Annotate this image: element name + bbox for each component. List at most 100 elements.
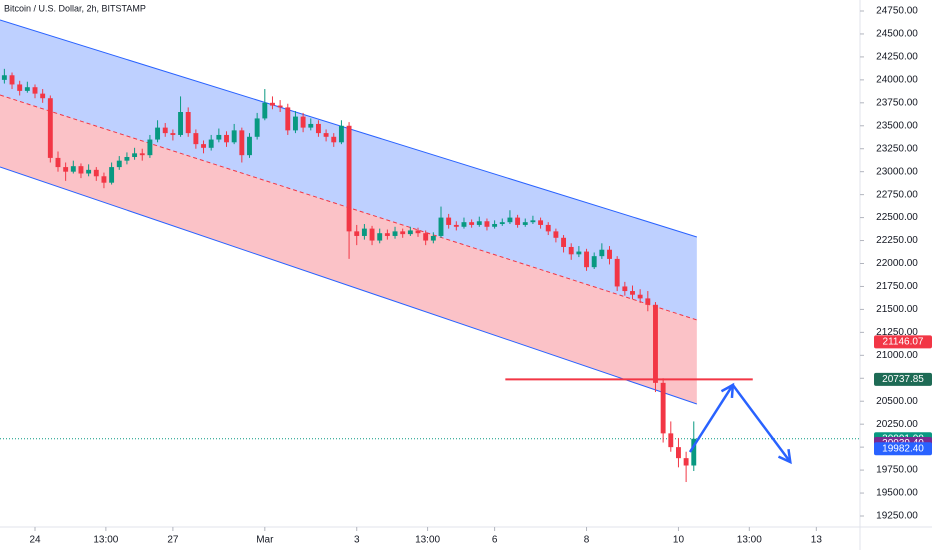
candle-body <box>400 231 406 235</box>
candle-body <box>622 286 628 292</box>
candle-body <box>162 127 168 134</box>
y-tick-label: 24500.00 <box>876 29 918 40</box>
candle-body <box>691 438 697 466</box>
candle-body <box>384 233 390 236</box>
candle-body <box>645 298 651 305</box>
x-tick-label: 13 <box>811 535 823 546</box>
x-tick-label: 13:00 <box>737 535 762 546</box>
candle-body <box>285 107 291 131</box>
y-tick-label: 22500.00 <box>876 212 918 223</box>
candle-body <box>469 222 475 225</box>
arrow-head <box>777 448 792 465</box>
candle-body <box>216 134 222 140</box>
candle-body <box>614 258 620 287</box>
candle-body <box>193 133 199 145</box>
candle-body <box>561 237 567 247</box>
candle-body <box>47 98 53 158</box>
y-tick-label: 21000.00 <box>876 350 918 361</box>
arrow-head <box>720 382 735 399</box>
candle-body <box>78 166 84 174</box>
x-tick-label: 27 <box>167 535 179 546</box>
y-tick-label: 21750.00 <box>876 281 918 292</box>
candle-body <box>201 144 206 148</box>
channel-lower-fill <box>0 95 697 404</box>
candle-body <box>423 233 429 241</box>
candle-body <box>584 251 589 268</box>
candle-body <box>484 221 490 227</box>
candle-body <box>93 169 99 177</box>
candle-body <box>630 291 635 295</box>
candle-body <box>338 125 344 143</box>
candle-body <box>453 224 459 227</box>
candle-body <box>247 136 252 156</box>
candle-body <box>515 217 521 225</box>
candle-body <box>292 116 298 131</box>
candle-body <box>231 130 237 143</box>
candle-body <box>155 127 161 140</box>
candle-body <box>109 167 115 183</box>
price-label: 20737.85 <box>882 374 924 385</box>
candle-body <box>185 112 191 134</box>
candle-body <box>530 220 536 223</box>
candle-body <box>430 235 436 241</box>
candle-body <box>254 118 260 137</box>
x-tick-label: 13:00 <box>93 535 118 546</box>
candle-body <box>308 123 314 128</box>
x-tick-label: 3 <box>354 535 360 546</box>
candle-body <box>270 102 275 106</box>
y-tick-label: 22250.00 <box>876 235 918 246</box>
chart-title: Bitcoin / U.S. Dollar, 2h, BITSTAMP <box>4 3 146 13</box>
price-label-box <box>874 335 932 349</box>
candle-body <box>553 231 559 238</box>
candle-body <box>522 222 528 225</box>
y-tick-label: 24250.00 <box>876 52 918 63</box>
candle-body <box>415 230 421 234</box>
candle-body <box>461 222 467 227</box>
candle-body <box>63 167 69 172</box>
candle-body <box>55 157 61 168</box>
y-tick-label: 24000.00 <box>876 75 918 86</box>
y-tick-label: 21250.00 <box>876 327 918 338</box>
candle-body <box>208 139 214 148</box>
y-tick-label: 20500.00 <box>876 396 918 407</box>
candle-body <box>331 136 337 143</box>
x-tick-label: 24 <box>29 535 41 546</box>
candle-body <box>545 224 551 232</box>
candle-body <box>224 134 229 143</box>
candle-body <box>315 123 321 134</box>
y-tick-label: 22750.00 <box>876 189 918 200</box>
candle-body <box>32 87 38 94</box>
y-tick-label: 23750.00 <box>876 97 918 108</box>
y-tick-label: 19500.00 <box>876 488 918 499</box>
candle-body <box>24 87 30 91</box>
candle-body <box>499 222 505 225</box>
price-label: 19982.40 <box>882 443 924 454</box>
y-tick-label: 23500.00 <box>876 120 918 131</box>
channel-lower-line <box>0 166 698 405</box>
candle-body <box>17 84 23 91</box>
x-tick-label: 10 <box>673 535 685 546</box>
candle-body <box>262 102 268 119</box>
x-tick-label: 6 <box>492 535 498 546</box>
candle-body <box>653 304 658 383</box>
y-tick-label: 23250.00 <box>876 143 918 154</box>
x-tick-label: 8 <box>584 535 590 546</box>
candle-body <box>70 166 76 172</box>
candle-body <box>676 447 681 459</box>
candle-body <box>392 231 398 236</box>
candle-body <box>492 224 498 227</box>
x-tick-label: 13:00 <box>415 535 440 546</box>
candle-body <box>147 139 153 156</box>
candle-body <box>116 160 122 168</box>
y-tick-label: 24750.00 <box>876 6 918 17</box>
candle-body <box>178 112 183 135</box>
candle-body <box>476 221 482 225</box>
candle-body <box>1 75 7 80</box>
candle-body <box>660 382 666 434</box>
candle-body <box>607 249 612 259</box>
candle-body <box>407 230 413 235</box>
candle-body <box>139 153 145 156</box>
candle-body <box>576 251 582 255</box>
candle-body <box>354 231 360 236</box>
